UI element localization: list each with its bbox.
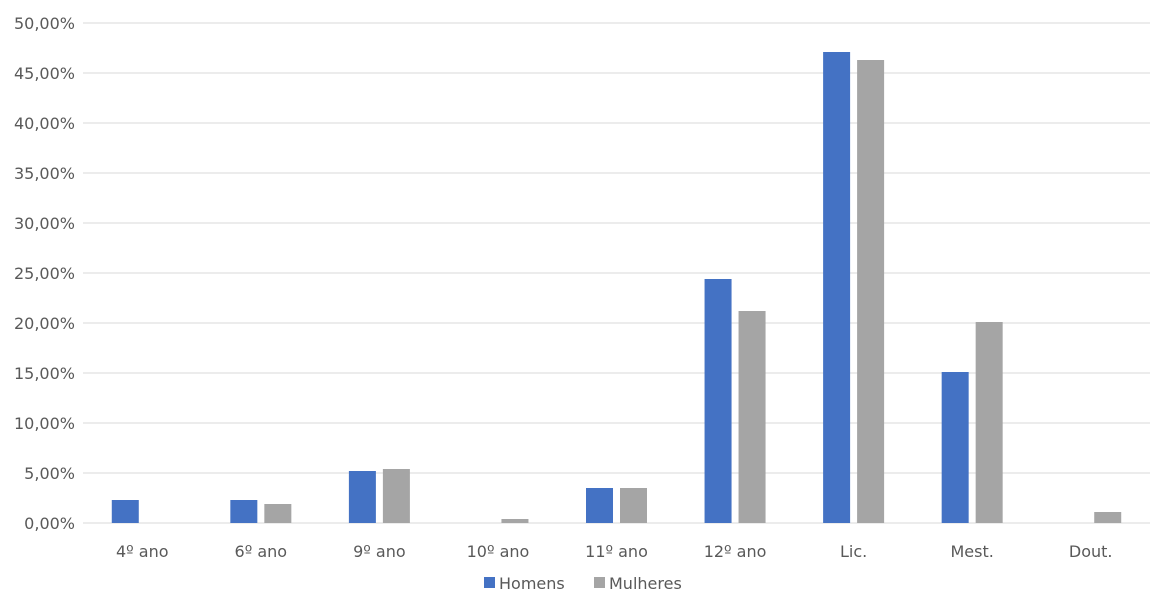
- y-tick-label: 10,00%: [14, 414, 75, 433]
- y-tick-label: 20,00%: [14, 314, 75, 333]
- bar-mulheres: [857, 60, 885, 523]
- y-tick-label: 30,00%: [14, 214, 75, 233]
- y-tick-label: 40,00%: [14, 114, 75, 133]
- legend-label: Homens: [499, 574, 565, 593]
- bar-mulheres: [620, 488, 647, 523]
- bar-homens: [941, 372, 969, 523]
- bar-mulheres: [1094, 512, 1122, 523]
- legend-label: Mulheres: [609, 574, 682, 593]
- x-axis-tick-labels: 4º ano 6º ano 9º ano 10º ano 11º ano 12º ano L…: [116, 542, 1113, 561]
- bar-mulheres: [738, 311, 766, 523]
- x-tick-label: Dout.: [1069, 542, 1113, 561]
- bar-mulheres: [975, 322, 1003, 523]
- x-tick-label: Lic.: [840, 542, 867, 561]
- x-tick-label: 4º ano: [116, 542, 169, 561]
- bar-mulheres: [501, 519, 529, 523]
- y-tick-label: 0,00%: [24, 514, 75, 533]
- x-tick-label: 12º ano: [704, 542, 767, 561]
- bar-homens: [704, 279, 732, 523]
- legend-swatch-mulheres: [594, 577, 605, 588]
- y-tick-label: 45,00%: [14, 64, 75, 83]
- bar-homens: [230, 500, 258, 523]
- y-tick-label: 25,00%: [14, 264, 75, 283]
- bar-mulheres: [264, 504, 292, 523]
- bar-homens: [111, 500, 139, 523]
- x-tick-label: 11º ano: [585, 542, 648, 561]
- bar-homens: [823, 52, 851, 523]
- x-tick-label: 6º ano: [235, 542, 288, 561]
- bars: [111, 52, 1122, 523]
- x-tick-label: Mest.: [950, 542, 993, 561]
- legend: Homens Mulheres: [484, 574, 682, 593]
- bar-homens: [348, 471, 376, 523]
- y-tick-label: 50,00%: [14, 14, 75, 33]
- y-tick-label: 5,00%: [24, 464, 75, 483]
- x-tick-label: 10º ano: [467, 542, 530, 561]
- y-axis-tick-labels: 0,00% 5,00% 10,00% 15,00% 20,00% 25,00% 30,00%…: [14, 14, 75, 533]
- bar-mulheres: [382, 469, 410, 523]
- y-tick-label: 35,00%: [14, 164, 75, 183]
- y-tick-label: 15,00%: [14, 364, 75, 383]
- bar-homens: [586, 488, 613, 523]
- legend-swatch-homens: [484, 577, 495, 588]
- x-tick-label: 9º ano: [353, 542, 406, 561]
- gridlines: [83, 22, 1150, 524]
